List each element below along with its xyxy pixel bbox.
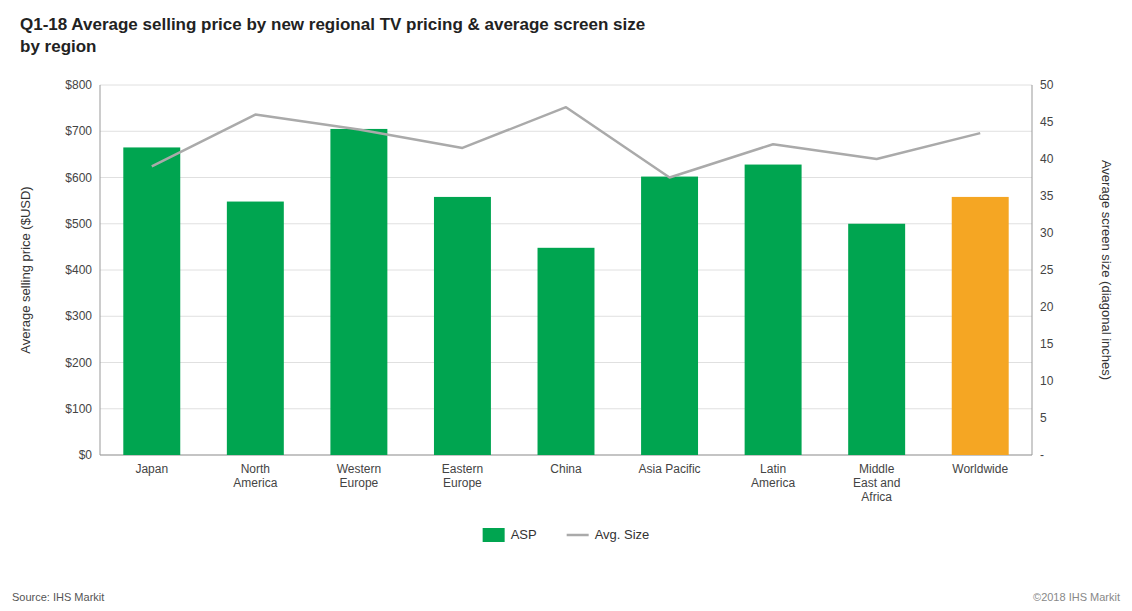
bar <box>848 224 905 455</box>
grid-line <box>100 177 1032 178</box>
legend-item: Avg. Size <box>567 527 650 542</box>
x-tick-label: EasternEurope <box>442 462 483 490</box>
x-tick-label: Asia Pacific <box>639 462 701 476</box>
bar <box>123 147 180 455</box>
y2-tick-label: 40 <box>1040 152 1054 166</box>
y2-tick-label: 20 <box>1040 300 1054 314</box>
bar <box>952 197 1009 455</box>
chart-svg: Q1-18 Average selling price by new regio… <box>0 0 1132 611</box>
bar <box>538 248 595 455</box>
y2-tick-label: 5 <box>1040 411 1047 425</box>
y2-axis-title: Average screen size (diagonal inches) <box>1099 160 1114 380</box>
x-tick-label: China <box>550 462 582 476</box>
y2-tick-label: 45 <box>1040 115 1054 129</box>
text-line: Worldwide <box>952 462 1008 476</box>
y-tick-label: $200 <box>65 356 92 370</box>
y-tick-label: $100 <box>65 402 92 416</box>
y-tick-label: $0 <box>79 448 93 462</box>
text-line: China <box>550 462 582 476</box>
x-tick-label: LatinAmerica <box>751 462 795 490</box>
legend-label: Avg. Size <box>595 527 650 542</box>
bar <box>745 165 802 455</box>
text-line: Middle <box>859 462 895 476</box>
chart-container: Q1-18 Average selling price by new regio… <box>0 0 1132 611</box>
y2-tick-label: 30 <box>1040 226 1054 240</box>
text-line: America <box>233 476 277 490</box>
bar <box>330 129 387 455</box>
legend-label: ASP <box>511 527 537 542</box>
legend-swatch <box>483 528 505 542</box>
annotation: ©2018 IHS Markit <box>1033 591 1120 603</box>
text-line: Latin <box>760 462 786 476</box>
legend: ASP Avg. Size <box>483 527 650 542</box>
legend-item: ASP <box>483 527 537 542</box>
axes: $0 $100 $200 $300 $400 $500 $600 $700 $800 - 5 10 15… <box>65 78 1053 504</box>
text-line: Eastern <box>442 462 483 476</box>
x-tick-label: NorthAmerica <box>233 462 277 490</box>
text-line: Asia Pacific <box>639 462 701 476</box>
y-tick-label: $600 <box>65 171 92 185</box>
text-line: Q1-18 Average selling price by new regio… <box>20 15 645 34</box>
text-line: Europe <box>340 476 379 490</box>
text-line: Japan <box>135 462 168 476</box>
legend-swatch <box>567 534 589 537</box>
line <box>152 107 980 177</box>
y-axis-title: Average selling price ($USD) <box>18 186 33 353</box>
y2-tick-label: 10 <box>1040 374 1054 388</box>
text-line: Western <box>337 462 381 476</box>
bar <box>227 202 284 455</box>
grid-line <box>100 131 1032 132</box>
x-tick-label: Worldwide <box>952 462 1008 476</box>
x-tick-label: Japan <box>135 462 168 476</box>
y-tick-label: $700 <box>65 124 92 138</box>
text-line: by region <box>20 37 97 56</box>
y-tick-label: $800 <box>65 78 92 92</box>
y-tick-label: $400 <box>65 263 92 277</box>
data-marks <box>123 107 1008 455</box>
y2-axis-line <box>1032 85 1033 455</box>
text-line: Africa <box>861 490 892 504</box>
y2-tick-label: 35 <box>1040 189 1054 203</box>
y2-tick-label: - <box>1040 448 1044 462</box>
bar <box>641 177 698 455</box>
x-tick-label: MiddleEast andAfrica <box>853 462 900 504</box>
text-line: Europe <box>443 476 482 490</box>
grid-line <box>100 85 1032 86</box>
y2-tick-label: 15 <box>1040 337 1054 351</box>
y2-tick-label: 50 <box>1040 78 1054 92</box>
page: {"chart_data": { "type": "bar", "title":… <box>0 0 1132 611</box>
bar <box>434 197 491 455</box>
title: Q1-18 Average selling price by new regio… <box>20 15 645 56</box>
text-line: America <box>751 476 795 490</box>
grid <box>100 85 1032 455</box>
text-line: East and <box>853 476 900 490</box>
y-tick-label: $500 <box>65 217 92 231</box>
y-tick-label: $300 <box>65 309 92 323</box>
text-line: North <box>241 462 270 476</box>
x-tick-label: WesternEurope <box>337 462 381 490</box>
y-axis-line <box>100 85 101 455</box>
y2-tick-label: 25 <box>1040 263 1054 277</box>
annotation: Source: IHS Markit <box>12 591 104 603</box>
